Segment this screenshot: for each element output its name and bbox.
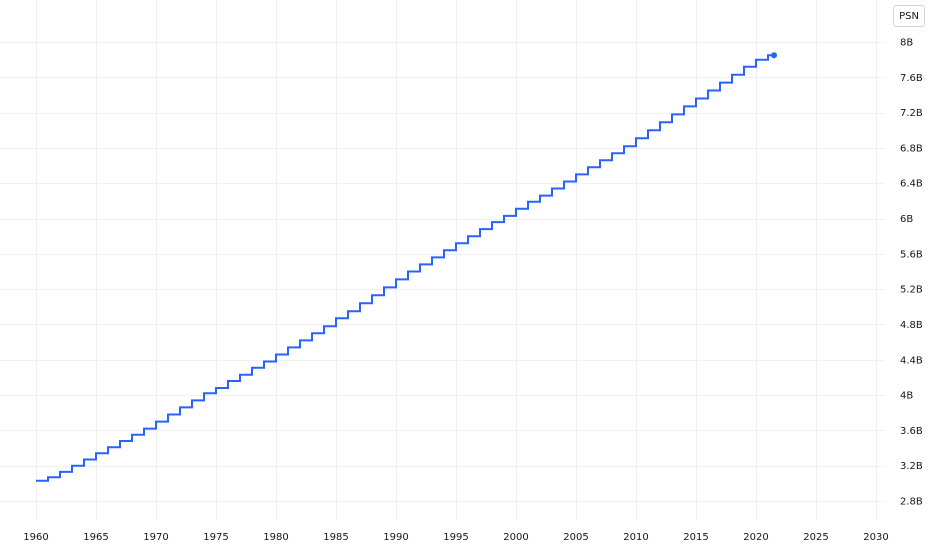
x-tick-label: 1975 bbox=[203, 532, 228, 543]
x-tick-label: 1995 bbox=[443, 532, 468, 543]
symbol-badge[interactable]: PSN bbox=[893, 5, 925, 27]
x-tick-label: 1970 bbox=[143, 532, 168, 543]
x-tick-label: 2010 bbox=[623, 532, 648, 543]
x-tick-label: 1960 bbox=[23, 532, 48, 543]
y-tick-label: 2.8B bbox=[900, 497, 923, 508]
y-tick-label: 6B bbox=[900, 214, 913, 225]
x-tick-label: 1980 bbox=[263, 532, 288, 543]
series-line bbox=[36, 54, 774, 482]
x-tick-label: 2005 bbox=[563, 532, 588, 543]
y-tick-label: 5.6B bbox=[900, 249, 923, 260]
x-tick-label: 2030 bbox=[863, 532, 888, 543]
y-tick-label: 8B bbox=[900, 38, 913, 49]
x-tick-label: 1990 bbox=[383, 532, 408, 543]
y-axis: 2.8B 3.2B 3.6B 4B 4.4B 4.8B 5.2B 5.6B 6B 6.4B 6.8B… bbox=[900, 38, 923, 508]
y-tick-label: 4.8B bbox=[900, 320, 923, 331]
y-tick-label: 3.6B bbox=[900, 426, 923, 437]
y-tick-label: 4B bbox=[900, 391, 913, 402]
x-tick-label: 2015 bbox=[683, 532, 708, 543]
y-tick-label: 3.2B bbox=[900, 461, 923, 472]
x-tick-label: 2025 bbox=[803, 532, 828, 543]
y-tick-label: 6.4B bbox=[900, 179, 923, 190]
y-tick-label: 7.2B bbox=[900, 108, 923, 119]
series-layer bbox=[36, 52, 777, 482]
grid bbox=[0, 0, 885, 520]
y-tick-label: 6.8B bbox=[900, 143, 923, 154]
x-tick-label: 1985 bbox=[323, 532, 348, 543]
last-point-marker bbox=[771, 52, 777, 59]
y-tick-label: 4.4B bbox=[900, 355, 923, 366]
y-tick-label: 7.6B bbox=[900, 73, 923, 84]
x-axis: 1960 1965 1970 1975 1980 1985 1990 1995 2000 2005… bbox=[23, 532, 888, 543]
x-tick-label: 2000 bbox=[503, 532, 528, 543]
x-tick-label: 1965 bbox=[83, 532, 108, 543]
y-tick-label: 5.2B bbox=[900, 285, 923, 296]
x-tick-label: 2020 bbox=[743, 532, 768, 543]
